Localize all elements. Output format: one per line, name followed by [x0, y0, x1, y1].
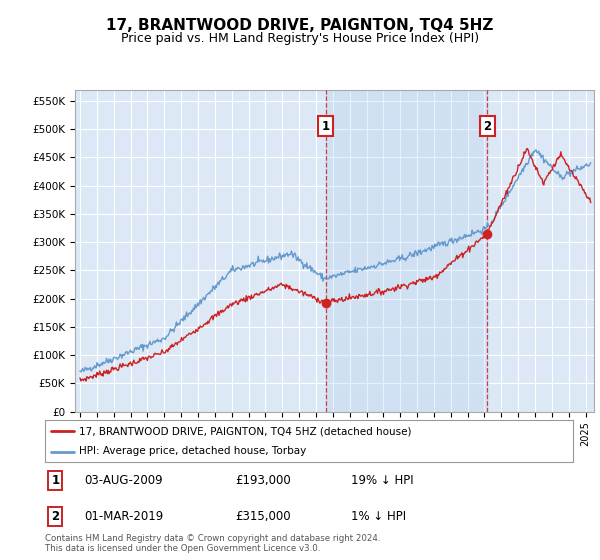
Bar [326, 90, 487, 412]
Text: 1% ↓ HPI: 1% ↓ HPI [351, 510, 406, 523]
Text: Price paid vs. HM Land Registry's House Price Index (HPI): Price paid vs. HM Land Registry's House … [121, 32, 479, 45]
Text: 17, BRANTWOOD DRIVE, PAIGNTON, TQ4 5HZ (detached house): 17, BRANTWOOD DRIVE, PAIGNTON, TQ4 5HZ (… [79, 426, 412, 436]
Text: HPI: Average price, detached house, Torbay: HPI: Average price, detached house, Torb… [79, 446, 307, 456]
Text: 1: 1 [322, 120, 330, 133]
Text: 2: 2 [52, 510, 59, 523]
Text: 03-AUG-2009: 03-AUG-2009 [85, 474, 163, 487]
Text: 1: 1 [52, 474, 59, 487]
Text: 17, BRANTWOOD DRIVE, PAIGNTON, TQ4 5HZ: 17, BRANTWOOD DRIVE, PAIGNTON, TQ4 5HZ [106, 18, 494, 34]
Text: 2: 2 [483, 120, 491, 133]
Text: £193,000: £193,000 [235, 474, 291, 487]
Text: £315,000: £315,000 [235, 510, 291, 523]
Text: Contains HM Land Registry data © Crown copyright and database right 2024.
This d: Contains HM Land Registry data © Crown c… [45, 534, 380, 553]
Text: 01-MAR-2019: 01-MAR-2019 [85, 510, 164, 523]
Text: 19% ↓ HPI: 19% ↓ HPI [351, 474, 414, 487]
